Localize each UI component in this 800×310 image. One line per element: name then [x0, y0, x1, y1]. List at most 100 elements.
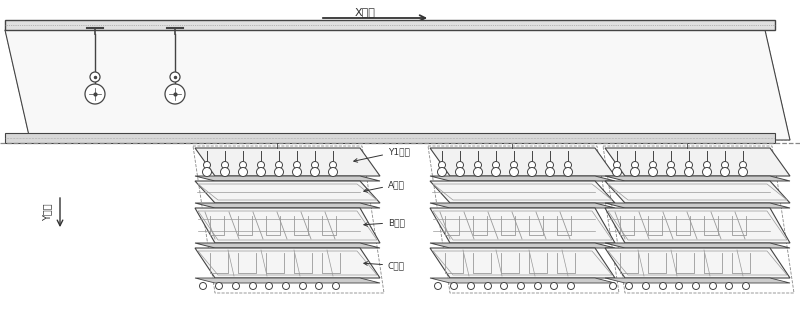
- Polygon shape: [195, 148, 380, 176]
- Circle shape: [642, 282, 650, 290]
- Polygon shape: [605, 248, 790, 278]
- Circle shape: [510, 162, 518, 169]
- Circle shape: [739, 162, 746, 169]
- Circle shape: [170, 72, 180, 82]
- Circle shape: [274, 167, 283, 176]
- Circle shape: [239, 162, 246, 169]
- Circle shape: [467, 282, 474, 290]
- Circle shape: [491, 167, 501, 176]
- Circle shape: [693, 282, 699, 290]
- Circle shape: [202, 167, 211, 176]
- Circle shape: [266, 282, 273, 290]
- Circle shape: [293, 167, 302, 176]
- Circle shape: [610, 282, 617, 290]
- Circle shape: [215, 282, 222, 290]
- Circle shape: [310, 167, 319, 176]
- Circle shape: [199, 282, 206, 290]
- Text: C工位: C工位: [364, 261, 405, 270]
- Circle shape: [493, 162, 499, 169]
- Circle shape: [686, 162, 693, 169]
- Circle shape: [614, 162, 621, 169]
- Text: X轨道: X轨道: [354, 7, 375, 17]
- Text: Y1轨道: Y1轨道: [354, 147, 410, 162]
- Polygon shape: [195, 208, 380, 243]
- Circle shape: [534, 282, 542, 290]
- Circle shape: [613, 167, 622, 176]
- Circle shape: [474, 167, 482, 176]
- Polygon shape: [430, 278, 615, 283]
- Circle shape: [438, 167, 446, 176]
- Polygon shape: [195, 181, 380, 203]
- Circle shape: [275, 162, 282, 169]
- Circle shape: [329, 167, 338, 176]
- Circle shape: [675, 282, 682, 290]
- Circle shape: [165, 84, 185, 104]
- Circle shape: [649, 167, 658, 176]
- Circle shape: [299, 282, 306, 290]
- Circle shape: [567, 282, 574, 290]
- Circle shape: [546, 162, 554, 169]
- Circle shape: [529, 162, 535, 169]
- Polygon shape: [605, 181, 790, 203]
- Circle shape: [203, 162, 210, 169]
- Circle shape: [282, 282, 290, 290]
- Polygon shape: [605, 176, 790, 181]
- Circle shape: [438, 162, 446, 169]
- Polygon shape: [430, 148, 615, 176]
- Circle shape: [626, 282, 633, 290]
- Circle shape: [738, 167, 747, 176]
- Circle shape: [685, 167, 694, 176]
- Circle shape: [85, 84, 105, 104]
- Circle shape: [546, 167, 554, 176]
- Circle shape: [650, 162, 657, 169]
- Polygon shape: [195, 203, 380, 208]
- Circle shape: [485, 282, 491, 290]
- Circle shape: [311, 162, 318, 169]
- Circle shape: [563, 167, 573, 176]
- Circle shape: [90, 72, 100, 82]
- Circle shape: [450, 282, 458, 290]
- Polygon shape: [605, 278, 790, 283]
- Circle shape: [510, 167, 518, 176]
- Circle shape: [710, 282, 717, 290]
- Circle shape: [742, 282, 750, 290]
- Text: B工位: B工位: [364, 218, 405, 227]
- Polygon shape: [605, 243, 790, 248]
- Circle shape: [518, 282, 525, 290]
- Polygon shape: [605, 203, 790, 208]
- Polygon shape: [5, 20, 775, 30]
- Circle shape: [659, 282, 666, 290]
- Circle shape: [238, 167, 247, 176]
- Polygon shape: [195, 243, 380, 248]
- Text: A工位: A工位: [364, 180, 405, 192]
- Circle shape: [550, 282, 558, 290]
- Circle shape: [455, 167, 465, 176]
- Polygon shape: [430, 243, 615, 248]
- Circle shape: [222, 162, 229, 169]
- Polygon shape: [195, 278, 380, 283]
- Circle shape: [257, 167, 266, 176]
- Circle shape: [457, 162, 463, 169]
- Polygon shape: [605, 208, 790, 243]
- Polygon shape: [430, 181, 615, 203]
- Circle shape: [315, 282, 322, 290]
- Text: Y轨道: Y轨道: [42, 203, 52, 221]
- Circle shape: [330, 162, 337, 169]
- Circle shape: [702, 167, 711, 176]
- Polygon shape: [605, 148, 790, 176]
- Polygon shape: [5, 133, 775, 143]
- Circle shape: [667, 162, 674, 169]
- Circle shape: [565, 162, 571, 169]
- Circle shape: [721, 167, 730, 176]
- Circle shape: [434, 282, 442, 290]
- Circle shape: [527, 167, 537, 176]
- Circle shape: [221, 167, 230, 176]
- Circle shape: [722, 162, 729, 169]
- Circle shape: [294, 162, 301, 169]
- Circle shape: [630, 167, 639, 176]
- Polygon shape: [430, 248, 615, 278]
- Circle shape: [333, 282, 339, 290]
- Circle shape: [474, 162, 482, 169]
- Polygon shape: [5, 30, 790, 140]
- Circle shape: [233, 282, 239, 290]
